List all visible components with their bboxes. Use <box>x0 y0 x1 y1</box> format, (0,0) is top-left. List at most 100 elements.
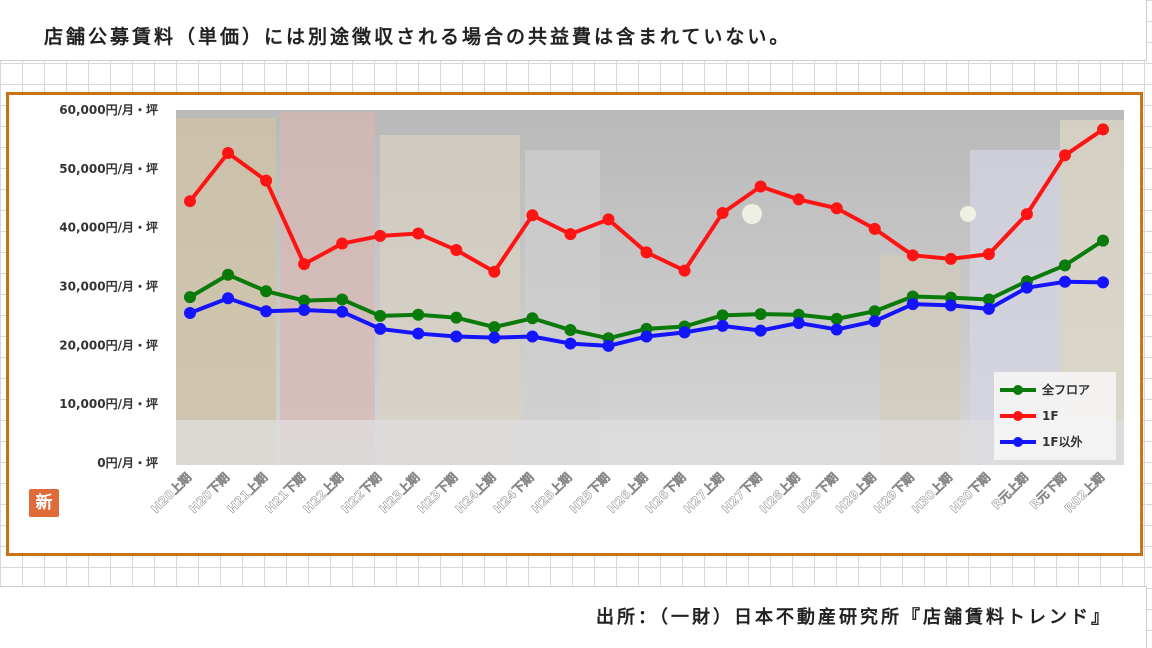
data-point <box>602 339 615 352</box>
data-point <box>336 305 349 318</box>
data-point <box>298 258 311 271</box>
data-point <box>1097 276 1109 289</box>
x-tick-label: H23下期 <box>414 470 460 516</box>
data-point <box>906 298 919 311</box>
data-point <box>754 308 767 321</box>
data-point <box>982 293 995 306</box>
data-point <box>792 193 805 206</box>
x-tick-label: H20上期 <box>148 470 194 516</box>
y-tick-label: 40,000円/月・坪 <box>59 221 158 235</box>
x-tick-label: H21下期 <box>262 470 308 516</box>
x-tick-label: H27下期 <box>718 470 764 516</box>
data-point <box>488 331 501 344</box>
series-layer <box>184 123 1109 352</box>
x-tick-label: R元上期 <box>988 470 1031 513</box>
y-tick-label: 30,000円/月・坪 <box>59 280 158 294</box>
legend-label: 1F <box>1042 409 1059 423</box>
x-tick-label: H28下期 <box>794 470 840 516</box>
data-point <box>792 308 805 321</box>
x-tick-label: H25上期 <box>528 470 574 516</box>
legend: 全フロア 1F 1F以外 <box>994 372 1116 460</box>
legend-label: 1F以外 <box>1042 434 1083 449</box>
data-point <box>640 246 653 259</box>
data-point <box>222 292 235 305</box>
data-point <box>412 327 425 340</box>
data-point <box>526 330 539 343</box>
data-point <box>260 285 273 298</box>
data-point <box>868 222 881 235</box>
data-point <box>830 202 843 215</box>
x-tick-label: H29上期 <box>832 470 878 516</box>
data-point <box>298 304 311 317</box>
data-point <box>260 305 273 318</box>
y-tick-label: 60,000円/月・坪 <box>59 103 158 117</box>
data-point <box>1097 123 1109 136</box>
data-point <box>602 213 615 226</box>
data-point <box>184 306 196 319</box>
data-point <box>222 268 235 281</box>
data-point <box>488 265 501 278</box>
x-tick-label: H21上期 <box>224 470 270 516</box>
data-point <box>868 315 881 328</box>
data-point <box>792 316 805 329</box>
data-point <box>678 326 691 339</box>
x-tick-label: H22上期 <box>300 470 346 516</box>
data-point <box>450 330 463 343</box>
data-point <box>716 309 729 322</box>
data-point <box>944 252 957 265</box>
data-point <box>412 227 425 240</box>
header-bar: 店舗公募賃料（単価）には別途徴収される場合の共益費は含まれていない。 <box>0 0 1147 61</box>
data-point <box>374 322 387 335</box>
data-point <box>450 311 463 324</box>
data-point <box>906 249 919 262</box>
data-point <box>1058 149 1071 162</box>
data-point <box>944 299 957 312</box>
x-tick-label: H22下期 <box>338 470 384 516</box>
x-tick-label: H30下期 <box>947 470 993 516</box>
data-point <box>336 237 349 250</box>
legend-marker <box>1013 385 1023 395</box>
x-axis: H20上期H20下期H21上期H21下期H22上期H22下期H23上期H23下期… <box>147 469 1107 516</box>
data-point <box>450 244 463 257</box>
data-point <box>1020 281 1033 294</box>
data-point <box>982 302 995 315</box>
x-tick-label: H23上期 <box>376 470 422 516</box>
x-tick-label: R02上期 <box>1061 470 1107 516</box>
data-point <box>982 248 995 261</box>
data-point <box>412 308 425 321</box>
data-point <box>830 323 843 336</box>
legend-marker <box>1013 437 1023 447</box>
x-tick-label: H27上期 <box>680 470 726 516</box>
data-point <box>222 146 235 159</box>
data-point <box>640 330 653 343</box>
footer-bar: 出所：（一財）日本不動産研究所『店舗賃料トレンド』 <box>0 586 1147 648</box>
data-point <box>678 264 691 277</box>
data-point <box>716 206 729 219</box>
x-tick-label: H20下期 <box>186 470 232 516</box>
data-point <box>488 321 501 334</box>
data-point <box>868 305 881 318</box>
data-point <box>374 309 387 322</box>
y-tick-label: 50,000円/月・坪 <box>59 162 158 176</box>
x-tick-label: H25下期 <box>566 470 612 516</box>
data-point <box>184 291 196 304</box>
y-tick-label: 0円/月・坪 <box>97 456 158 470</box>
data-point <box>754 324 767 337</box>
data-point <box>336 293 349 306</box>
data-point <box>830 312 843 325</box>
x-tick-label: H26上期 <box>604 470 650 516</box>
source-note: 出所：（一財）日本不動産研究所『店舗賃料トレンド』 <box>596 607 1112 628</box>
y-axis: 0円/月・坪 10,000円/月・坪 20,000円/月・坪 30,000円/月・坪 4… <box>59 103 158 470</box>
legend-marker <box>1013 411 1023 421</box>
x-tick-label: H28上期 <box>756 470 802 516</box>
data-point <box>1058 275 1071 288</box>
data-point <box>1058 259 1071 272</box>
data-point <box>564 228 577 241</box>
new-badge: 新 <box>29 489 59 517</box>
x-tick-label: H29下期 <box>870 470 916 516</box>
data-point <box>1097 234 1109 247</box>
x-tick-label: H24下期 <box>490 470 536 516</box>
header-note: 店舗公募賃料（単価）には別途徴収される場合の共益費は含まれていない。 <box>44 26 792 48</box>
x-tick-label: H30上期 <box>908 470 954 516</box>
